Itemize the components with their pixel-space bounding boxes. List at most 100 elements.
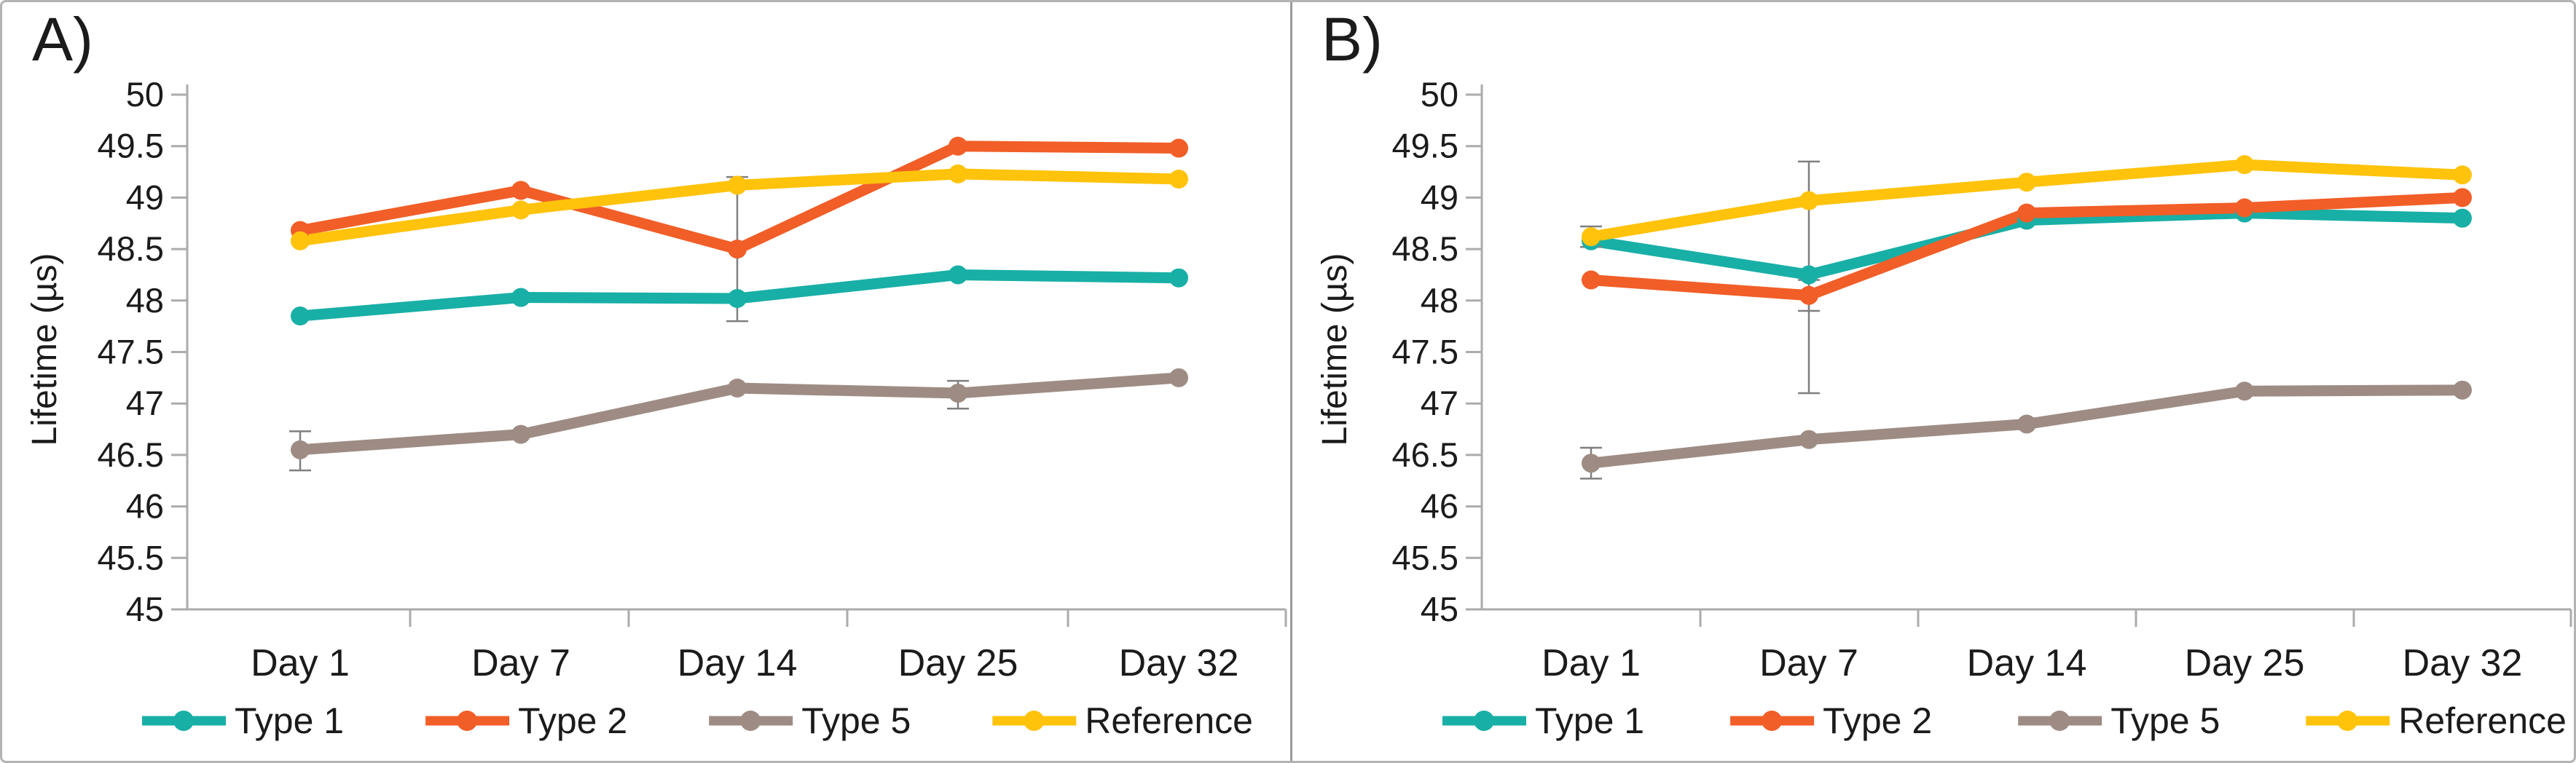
legend-marker-point bbox=[1474, 711, 1494, 731]
y-tick-label: 47 bbox=[1421, 384, 1458, 422]
y-tick-label: 48.5 bbox=[98, 229, 164, 268]
data-point-type-1 bbox=[949, 265, 967, 285]
data-point-type-1 bbox=[291, 307, 310, 326]
legend-item-type-2: Type 2 bbox=[1730, 700, 1932, 741]
data-point-type-1 bbox=[1799, 265, 1818, 285]
y-tick-label: 49 bbox=[126, 178, 164, 216]
y-tick-label: 49.5 bbox=[1392, 127, 1458, 165]
data-point-reference bbox=[728, 175, 747, 195]
y-tick-label: 48.5 bbox=[1392, 229, 1458, 268]
y-tick-label: 46 bbox=[1421, 487, 1458, 526]
y-tick-label: 46.5 bbox=[1392, 435, 1458, 474]
data-point-reference bbox=[949, 164, 967, 183]
legend-label: Reference bbox=[2398, 700, 2567, 741]
chart-panel-a: 50 49.5 49 48.5 48 47.5 47 46.5 46 45.5 45 Day 1 Day… bbox=[98, 75, 1287, 741]
legend-item-type-5: Type 5 bbox=[2018, 700, 2220, 741]
legend-marker-point bbox=[1024, 711, 1045, 731]
legend-marker-point bbox=[2337, 711, 2358, 731]
data-point-type-2 bbox=[1169, 138, 1188, 158]
y-tick-label: 50 bbox=[126, 75, 164, 114]
x-category-label: Day 14 bbox=[678, 642, 798, 684]
y-tick-label: 48 bbox=[126, 281, 164, 320]
x-category-label: Day 7 bbox=[471, 642, 570, 684]
legend-label: Type 2 bbox=[518, 700, 627, 741]
data-point-type-5 bbox=[1582, 454, 1601, 473]
legend-label: Type 5 bbox=[801, 700, 911, 741]
data-point-type-2 bbox=[1799, 285, 1818, 305]
y-tick-label: 48 bbox=[1421, 281, 1458, 320]
data-point-type-2 bbox=[2453, 188, 2472, 207]
axis-lines bbox=[186, 84, 1286, 611]
legend-label: Type 2 bbox=[1823, 700, 1932, 741]
data-point-type-2 bbox=[511, 181, 530, 200]
x-category-label: Day 14 bbox=[1967, 642, 2087, 684]
y-tick-label: 47.5 bbox=[98, 333, 164, 371]
data-point-type-2 bbox=[2235, 198, 2254, 218]
data-point-type-5 bbox=[511, 424, 530, 444]
legend-item-type-1: Type 1 bbox=[142, 700, 344, 741]
axis-lines bbox=[1480, 84, 2571, 611]
y-tick-label: 49.5 bbox=[98, 127, 164, 165]
x-category-label: Day 7 bbox=[1759, 642, 1858, 684]
y-tick-label: 47 bbox=[126, 384, 164, 422]
data-point-reference bbox=[1799, 191, 1818, 210]
legend-item-reference: Reference bbox=[992, 700, 1253, 741]
y-tick-label: 45 bbox=[1421, 590, 1458, 628]
data-point-type-5 bbox=[728, 378, 747, 398]
data-point-reference bbox=[2235, 155, 2254, 175]
legend-item-type-5: Type 5 bbox=[709, 700, 911, 741]
legend-label: Reference bbox=[1085, 700, 1253, 741]
data-point-type-5 bbox=[1169, 368, 1188, 387]
legend-label: Type 5 bbox=[2110, 700, 2220, 741]
panel-divider bbox=[1290, 0, 1292, 763]
legend-item-reference: Reference bbox=[2306, 700, 2567, 741]
data-point-type-2 bbox=[2017, 203, 2036, 223]
legend-label: Type 1 bbox=[235, 700, 344, 741]
data-point-reference bbox=[291, 231, 310, 250]
x-category-label: Day 32 bbox=[1119, 642, 1239, 684]
data-point-type-1 bbox=[2453, 208, 2472, 228]
y-tick-label: 45 bbox=[126, 590, 164, 628]
panel-b-label: B) bbox=[1322, 5, 1383, 74]
data-point-reference bbox=[1169, 169, 1188, 189]
data-point-type-1 bbox=[1169, 268, 1188, 288]
data-point-type-5 bbox=[2453, 380, 2472, 400]
data-point-type-1 bbox=[511, 288, 530, 307]
data-point-type-1 bbox=[728, 288, 747, 308]
data-point-type-2 bbox=[1582, 270, 1601, 290]
legend-item-type-2: Type 2 bbox=[425, 700, 627, 741]
data-point-reference bbox=[2017, 173, 2036, 192]
y-tick-label: 46.5 bbox=[98, 435, 164, 474]
panel-a-label: A) bbox=[32, 5, 93, 74]
legend-marker-point bbox=[457, 711, 478, 731]
legend-marker-point bbox=[740, 711, 761, 731]
data-point-reference bbox=[1582, 227, 1601, 247]
x-category-label: Day 1 bbox=[251, 642, 350, 684]
x-category-label: Day 25 bbox=[898, 642, 1018, 684]
x-category-label: Day 32 bbox=[2403, 642, 2523, 684]
data-point-type-2 bbox=[949, 136, 967, 156]
data-point-type-5 bbox=[1799, 430, 1818, 449]
y-tick-label: 47.5 bbox=[1392, 333, 1458, 371]
chart-panel-b: 50 49.5 49 48.5 48 47.5 47 46.5 46 45.5 45 Day 1 Day… bbox=[1392, 75, 2572, 741]
series-line-type-2 bbox=[294, 141, 1185, 255]
data-point-reference bbox=[511, 200, 530, 220]
y-tick-label: 45.5 bbox=[1392, 538, 1458, 577]
data-point-type-5 bbox=[2017, 414, 2036, 434]
y-tick-label: 49 bbox=[1421, 178, 1458, 216]
data-point-type-5 bbox=[949, 384, 967, 403]
legend-marker-point bbox=[173, 711, 194, 731]
data-point-type-5 bbox=[2235, 382, 2254, 401]
legend-marker-point bbox=[1762, 711, 1783, 731]
data-point-reference bbox=[2453, 165, 2472, 185]
y-tick-label: 46 bbox=[126, 487, 164, 526]
data-point-type-2 bbox=[728, 240, 747, 259]
x-category-label: Day 25 bbox=[2185, 642, 2305, 684]
legend-item-type-1: Type 1 bbox=[1442, 700, 1644, 741]
data-point-type-5 bbox=[291, 440, 310, 459]
legend-marker-point bbox=[2049, 711, 2070, 731]
y-tick-label: 45.5 bbox=[98, 538, 164, 577]
legend-label: Type 1 bbox=[1535, 700, 1644, 741]
y-tick-label: 50 bbox=[1421, 75, 1458, 114]
